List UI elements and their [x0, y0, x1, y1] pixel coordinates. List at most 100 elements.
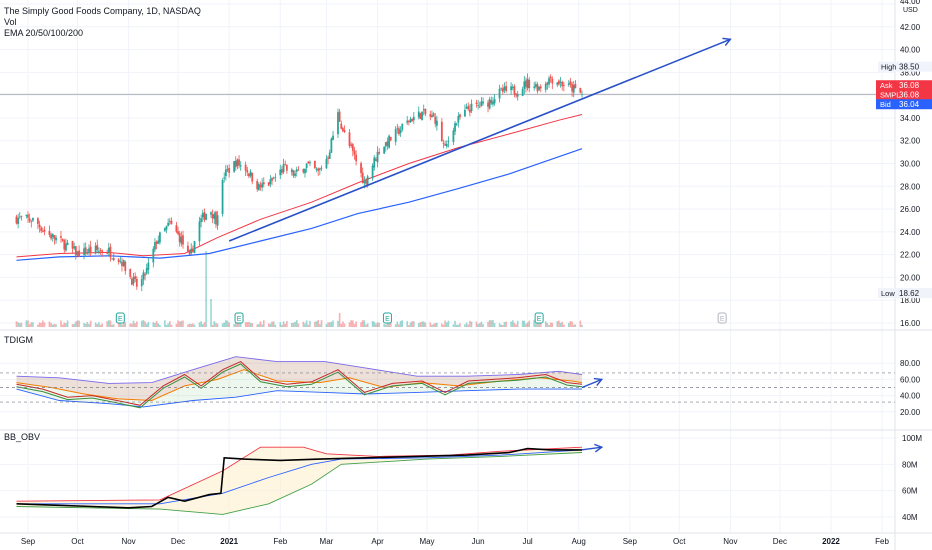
- volume-bar: [411, 321, 413, 327]
- volume-bar: [258, 323, 260, 327]
- volume-bar: [536, 321, 539, 327]
- candle-body: [94, 246, 97, 254]
- candle-body: [224, 169, 227, 177]
- candle-body: [452, 130, 455, 143]
- candle-body: [302, 169, 305, 173]
- earnings-badge: [234, 312, 244, 324]
- candle-body: [178, 233, 181, 243]
- volume-bar: [20, 322, 23, 327]
- volume-bar: [464, 324, 466, 327]
- volume-bar: [559, 322, 562, 327]
- volume-bar: [304, 323, 306, 327]
- candle-body: [163, 228, 166, 231]
- candle-body: [216, 215, 219, 226]
- candle-body: [239, 165, 242, 167]
- obv-line: [16, 447, 582, 509]
- volume-bar: [503, 322, 506, 327]
- price-marker-value: 36.04: [899, 100, 920, 109]
- candle-body: [581, 93, 583, 95]
- volume-bar: [350, 320, 352, 327]
- earnings-marker[interactable]: E: [382, 312, 392, 324]
- volume-bar: [361, 320, 364, 327]
- candle-body: [401, 123, 404, 130]
- volume-bar: [521, 320, 524, 327]
- candle-body: [406, 120, 409, 123]
- volume-bar: [500, 324, 503, 327]
- candle-body: [205, 214, 207, 220]
- volume-bar: [535, 323, 537, 327]
- earnings-marker[interactable]: E: [534, 312, 544, 324]
- earnings-marker[interactable]: E: [717, 312, 727, 324]
- price-marker-bg: [878, 288, 932, 299]
- volume-bar: [84, 323, 87, 327]
- volume-bar: [480, 321, 483, 327]
- candle-body: [20, 215, 23, 217]
- volume-bar: [378, 322, 380, 327]
- earnings-letter: E: [237, 316, 242, 323]
- earnings-marker[interactable]: E: [234, 312, 244, 324]
- candle-body: [544, 83, 547, 90]
- volume-bar: [27, 320, 29, 327]
- candle-body: [419, 113, 422, 120]
- time-tick: Sep: [623, 537, 638, 546]
- candle-body: [129, 268, 132, 277]
- candle-body: [36, 218, 39, 224]
- price-marker-label: High: [881, 63, 896, 72]
- volume-bar: [556, 321, 559, 327]
- candle-body: [267, 182, 270, 186]
- volume-bar: [294, 321, 296, 327]
- drawing-overlays[interactable]: [228, 37, 732, 453]
- volume-bar: [170, 324, 173, 327]
- candle-body: [236, 159, 239, 166]
- volume-bar: [50, 323, 52, 327]
- volume-bar: [89, 320, 92, 327]
- volume-bar: [533, 320, 535, 327]
- candle-body: [432, 113, 435, 117]
- candle-body: [83, 248, 85, 255]
- candle-body: [27, 214, 29, 218]
- volume-bar: [164, 320, 166, 327]
- volume-bar: [178, 321, 181, 327]
- candle-body: [244, 164, 247, 171]
- candle-body: [135, 278, 138, 287]
- candle-body: [130, 278, 133, 285]
- volume-bar: [482, 324, 484, 327]
- volume-bar: [48, 321, 51, 327]
- candle-body: [48, 230, 51, 235]
- candle-body: [318, 168, 321, 170]
- candle-body: [188, 249, 191, 255]
- candle-body: [534, 84, 537, 87]
- candle-body: [309, 161, 311, 164]
- volume-bar: [539, 322, 542, 327]
- volume-bar: [445, 322, 448, 327]
- volume-bar: [375, 323, 377, 327]
- volume-bar: [88, 324, 90, 327]
- candle-body: [459, 114, 461, 118]
- volume-bars: [15, 251, 583, 327]
- candle-body: [73, 246, 76, 249]
- candle-body: [340, 123, 343, 129]
- candle-body: [383, 147, 386, 154]
- volume-bar: [371, 320, 374, 327]
- volume-bar: [73, 323, 75, 327]
- candle-body: [38, 224, 41, 228]
- candle-body: [41, 230, 44, 232]
- time-tick: Jun: [472, 537, 485, 546]
- volume-bar: [366, 323, 369, 327]
- candle-body: [376, 151, 379, 163]
- volume-bar: [389, 322, 392, 327]
- volume-bar: [523, 320, 526, 327]
- volume-bar: [330, 321, 333, 327]
- candle-body: [539, 86, 542, 89]
- volume-bar: [436, 322, 438, 327]
- volume-bar: [574, 324, 577, 327]
- candle-body: [464, 109, 466, 117]
- volume-bar: [579, 320, 582, 327]
- volume-bar: [78, 320, 80, 327]
- earnings-letter: E: [385, 316, 390, 323]
- time-tick: May: [419, 537, 434, 546]
- earnings-marker[interactable]: E: [115, 312, 125, 324]
- volume-bar: [154, 323, 156, 327]
